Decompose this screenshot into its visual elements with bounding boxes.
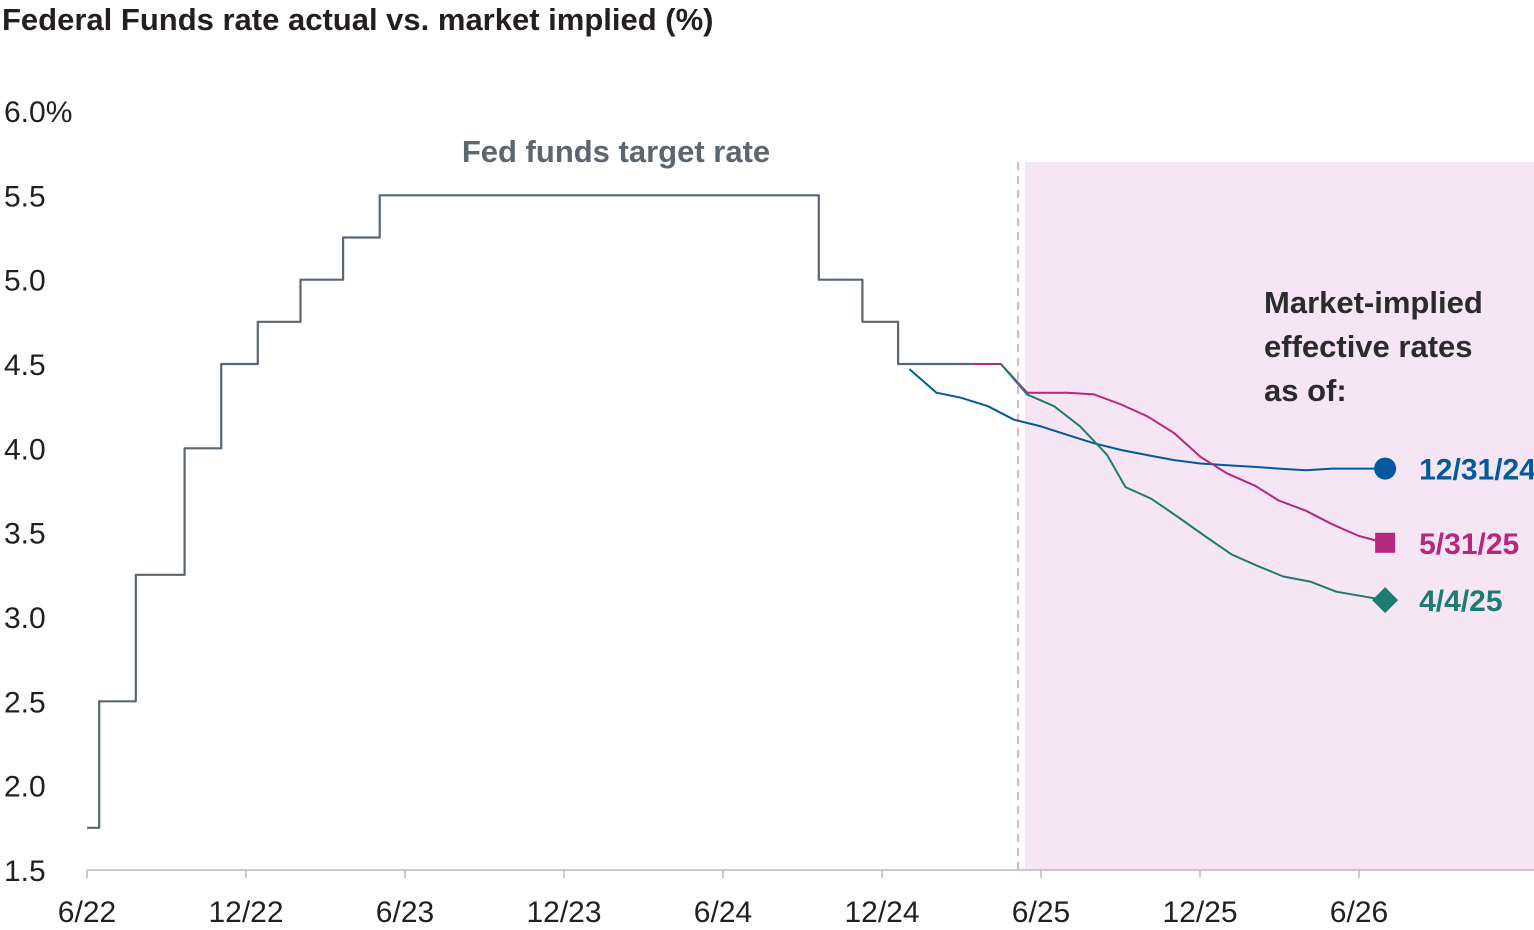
series-label12-31-24: 12/31/24: [1419, 454, 1534, 487]
y-tick-label: 1.5: [4, 855, 46, 888]
series-line-5-31-25: [973, 363, 1386, 544]
series-line-fed-funds-target-rate: [87, 194, 974, 829]
series-label4-4-25: 4/4/25: [1419, 585, 1502, 618]
shaded-region: [1025, 162, 1534, 870]
x-tick-label: 12/25: [1162, 896, 1237, 929]
y-axis-tick-labels: 6.0% 5.5 5.0 4.5 4.0 3.5 3.0 2.5 2.0 1.5: [4, 96, 72, 888]
annotations: Fed funds target rate Market-implied effec…: [462, 134, 1483, 408]
series-lines: [87, 194, 1386, 829]
y-tick-label: 5.5: [4, 180, 46, 213]
series-line-12-31-24: [908, 368, 1386, 472]
target-rate-label: Fed funds target rate: [462, 134, 770, 169]
x-tick-label: 6/26: [1330, 896, 1388, 929]
x-tick-label: 12/24: [844, 896, 919, 929]
y-tick-label: 5.0: [4, 265, 46, 298]
marker-square5-31-25: [1375, 532, 1396, 553]
x-tick-label: 6/23: [376, 896, 434, 929]
y-tick-label: 6.0%: [4, 96, 72, 129]
market-implied-label-line: as of:: [1264, 373, 1347, 408]
marker-diamond4-4-25: [1372, 587, 1399, 614]
projection-shaded-region: [1017, 162, 1534, 870]
x-tick-label: 6/25: [1012, 896, 1070, 929]
x-tick-label: 12/22: [208, 896, 283, 929]
series-labels: 12/31/24 5/31/25 4/4/25: [1419, 454, 1534, 619]
market-implied-label-line: Market-implied: [1264, 285, 1483, 320]
y-tick-label: 3.5: [4, 518, 46, 551]
series-end-markers: [1372, 457, 1399, 614]
series-label5-31-25: 5/31/25: [1419, 528, 1519, 561]
x-axis: [86, 869, 1534, 878]
y-tick-label: 2.0: [4, 771, 46, 804]
x-tick-label: 6/22: [58, 896, 116, 929]
series-line-4-4-25: [1000, 363, 1386, 602]
y-tick-label: 2.5: [4, 686, 46, 719]
x-tick-label: 6/24: [694, 896, 752, 929]
chart-title: Federal Funds rate actual vs. market imp…: [2, 2, 714, 37]
y-tick-label: 3.0: [4, 602, 46, 635]
y-tick-label: 4.0: [4, 433, 46, 466]
x-axis-tick-labels: 6/22 12/22 6/23 12/23 6/24 12/24 6/25 12/25 6/26: [58, 896, 1388, 929]
market-implied-label-line: effective rates: [1264, 329, 1473, 364]
marker-circle12-31-24: [1374, 457, 1397, 480]
x-tick-label: 12/23: [526, 896, 601, 929]
y-tick-label: 4.5: [4, 349, 46, 382]
